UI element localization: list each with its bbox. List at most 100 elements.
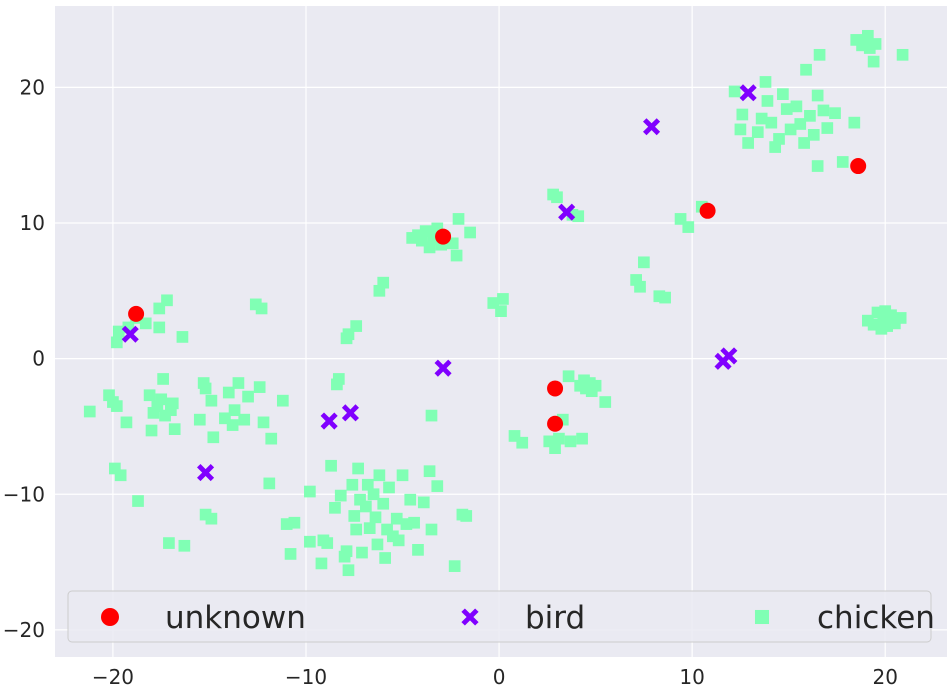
chicken-point [265,432,278,445]
chicken-point [807,128,820,141]
chicken-point [255,302,268,315]
legend-item-chicken: chicken [754,600,935,636]
chicken-point [396,469,409,482]
chicken-point [495,305,507,318]
chicken-point [153,302,166,315]
chicken-point [553,432,565,445]
y-tick-label: 10 [20,211,45,235]
chicken-point [143,389,156,402]
chicken-point [348,510,361,522]
chicken-point [599,396,612,408]
chicken-point [363,522,376,535]
chicken-point [390,512,403,525]
chicken-point [450,249,463,262]
chicken-point [304,485,316,498]
chicken-point [817,104,830,117]
y-tick-labels: −20 −10 0 10 20 [3,75,45,642]
x-tick-label: 20 [872,665,897,689]
legend-item-bird: bird [461,600,585,636]
chicken-point [359,500,372,513]
chicken-point [226,419,239,431]
chicken-point [419,225,432,237]
x-tick-labels: −20 −10 0 10 20 [92,665,898,689]
chicken-point [334,489,347,502]
chicken-point [777,88,789,101]
x-tick-label: 0 [493,665,506,689]
chicken-point [164,404,177,417]
chicken-point [350,523,363,536]
chicken-point [460,510,473,522]
chicken-point [800,63,812,76]
legend-label: unknown [165,600,306,636]
unknown-point [547,415,564,432]
chicken-point [798,137,810,149]
chicken-point [145,424,158,437]
chicken-point [728,85,741,98]
chicken-point [431,480,444,492]
chicken-point [867,318,880,331]
chicken-point [765,116,778,129]
bird-point [341,404,359,422]
chicken-point [346,478,359,491]
chicken-point [811,160,824,172]
bird-point [197,464,215,482]
chicken-point [875,322,888,335]
chicken-point [354,493,366,506]
chicken-point [877,313,890,326]
unknown-point [850,158,867,175]
chicken-point [634,280,646,293]
chicken-point [811,89,824,102]
y-tick-label: 20 [20,75,45,99]
chicken-point [894,312,907,324]
chicken-point [377,276,390,289]
chicken-point [168,423,181,435]
chicken-point [253,381,266,393]
chicken-point [321,537,334,549]
chicken-point [342,328,355,341]
chicken-point [263,477,276,490]
chicken-point [153,321,166,334]
chicken-point [516,436,529,449]
chicken-legend-marker [754,609,770,625]
chicken-point [412,544,424,556]
chicken-point [228,404,241,417]
chicken-point [417,496,430,509]
chicken-point [556,413,569,426]
chicken-point [163,537,175,549]
chicken-point [342,564,355,577]
chicken-point [193,413,206,426]
chicken-point [829,107,841,119]
chicken-point [400,518,413,530]
chicken-point [132,495,144,507]
chicken-point [784,123,797,136]
chicken-point [329,501,341,514]
bird-point [434,359,452,377]
chicken-point [734,123,747,136]
unknown-point [128,305,145,322]
chicken-point [576,432,588,445]
x-tick-label: −10 [285,665,327,689]
chicken-point [178,539,191,552]
chicken-point [408,516,420,529]
chicken-point [464,226,476,239]
chicken-point [821,122,834,134]
chicken-point [219,412,231,425]
chicken-point [813,48,826,61]
chicken-point [356,546,368,559]
chicken-point [869,38,882,50]
legend-frame [67,590,932,643]
chicken-point [371,538,384,551]
chicken-point [381,523,393,536]
chicken-point [112,325,125,338]
data-points [83,29,909,577]
chicken-point [199,508,212,521]
chicken-point [773,133,785,145]
bird-legend-marker [461,608,479,626]
chicken-point [284,548,297,560]
bird-point [320,412,338,430]
unknown-point [547,380,564,397]
unknown-legend-marker [101,608,119,626]
chicken-point [404,493,417,506]
chicken-point [742,137,754,149]
